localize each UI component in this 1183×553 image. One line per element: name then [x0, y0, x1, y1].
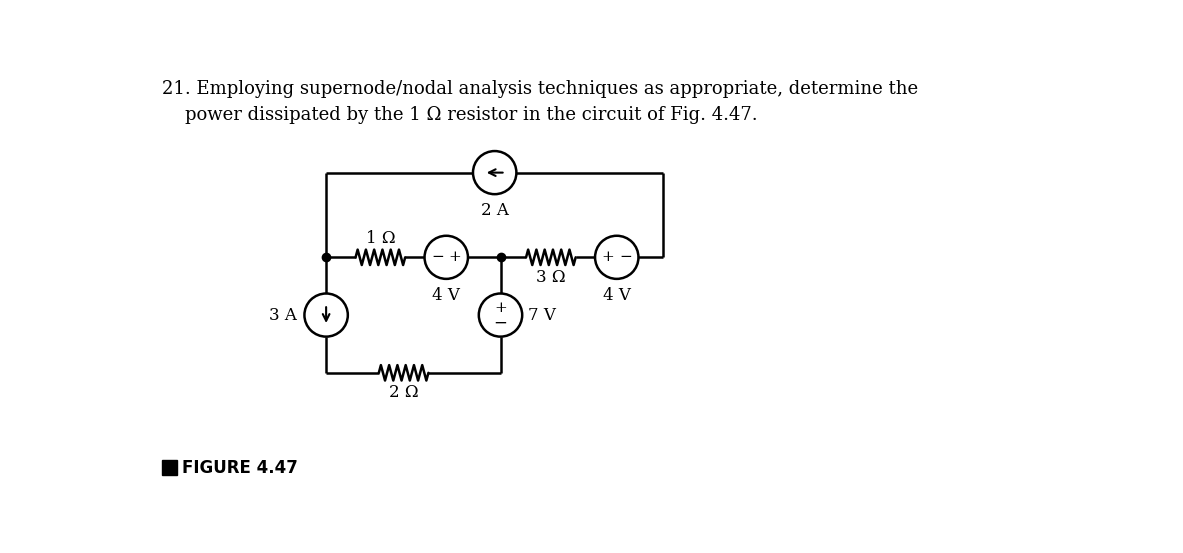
Circle shape: [479, 294, 522, 337]
Text: +: +: [602, 251, 615, 264]
Text: 7 V: 7 V: [529, 306, 556, 324]
Text: 2 Ω: 2 Ω: [389, 384, 419, 401]
Text: 1 Ω: 1 Ω: [366, 229, 395, 247]
Text: 2 A: 2 A: [480, 202, 509, 219]
Text: +: +: [448, 251, 461, 264]
Circle shape: [425, 236, 468, 279]
Text: power dissipated by the 1 Ω resistor in the circuit of Fig. 4.47.: power dissipated by the 1 Ω resistor in …: [162, 106, 757, 124]
Text: 4 V: 4 V: [432, 286, 460, 304]
Circle shape: [473, 151, 517, 194]
Text: 3 Ω: 3 Ω: [536, 269, 565, 286]
Text: −: −: [619, 251, 632, 264]
Text: −: −: [493, 314, 508, 331]
Text: +: +: [494, 301, 506, 315]
Circle shape: [595, 236, 639, 279]
Text: 21. Employing supernode/nodal analysis techniques as appropriate, determine the: 21. Employing supernode/nodal analysis t…: [162, 80, 918, 98]
Text: FIGURE 4.47: FIGURE 4.47: [182, 458, 298, 477]
Bar: [162, 460, 177, 475]
Text: −: −: [432, 251, 444, 264]
Text: 3 A: 3 A: [269, 306, 297, 324]
Text: 4 V: 4 V: [603, 286, 631, 304]
Circle shape: [304, 294, 348, 337]
